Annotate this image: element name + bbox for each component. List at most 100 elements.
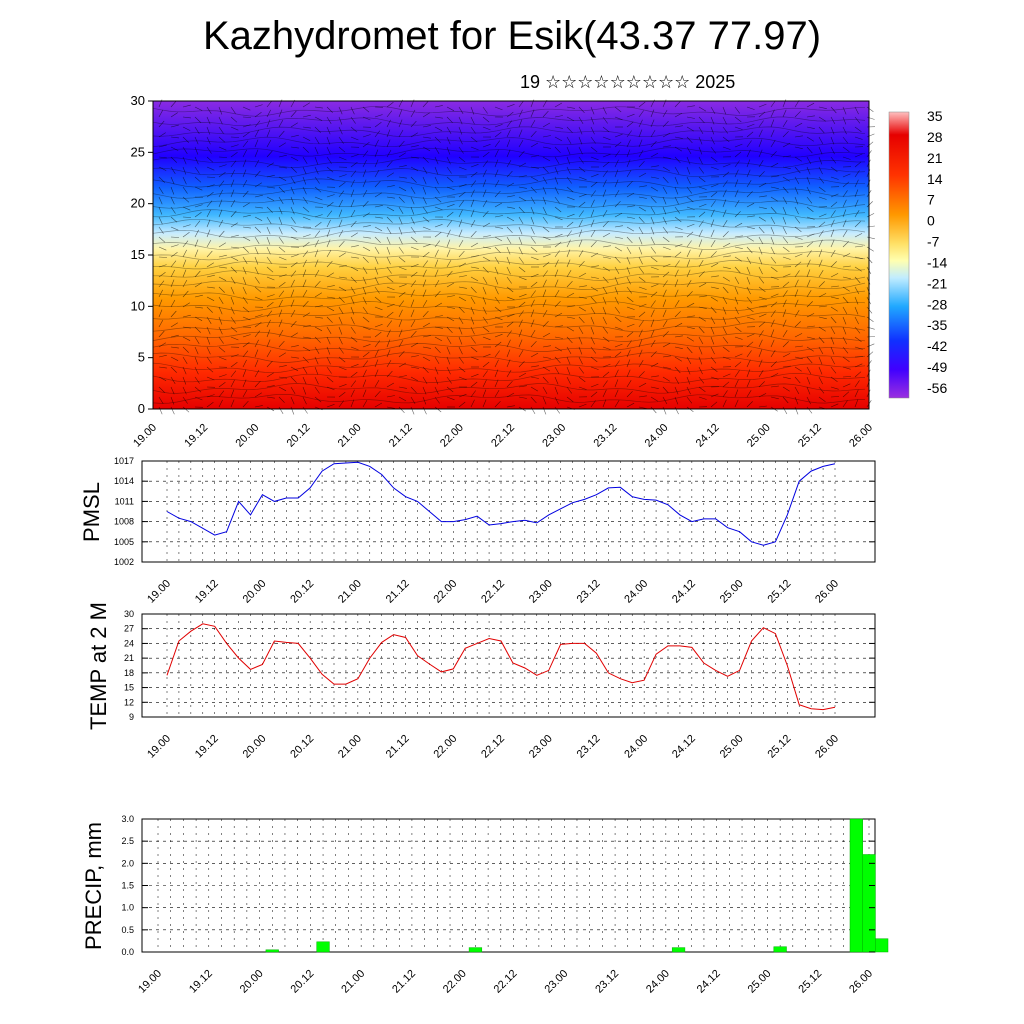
wind-barb xyxy=(866,336,876,338)
wind-barb xyxy=(794,156,802,162)
wind-barb xyxy=(770,226,775,235)
wind-barb xyxy=(854,286,860,295)
wind-barb xyxy=(362,266,368,274)
wind-barb xyxy=(770,301,778,308)
wind-barb xyxy=(482,106,488,114)
wind-barb xyxy=(434,376,439,385)
wind-barb xyxy=(458,126,463,135)
wind-barb xyxy=(518,119,523,128)
wind-barb xyxy=(638,371,645,378)
precip-x-tick-label: 23.00 xyxy=(542,968,570,996)
wind-barb xyxy=(590,306,596,315)
wind-barb xyxy=(338,391,346,398)
wind-barb xyxy=(470,180,477,188)
wind-barb xyxy=(734,361,742,368)
wind-barb xyxy=(314,305,323,308)
wind-barb xyxy=(182,186,188,194)
wind-barb xyxy=(602,106,607,115)
wind-barb xyxy=(362,169,367,178)
wind-barb xyxy=(614,379,619,388)
wind-barb xyxy=(854,399,859,408)
wind-barb xyxy=(590,265,599,268)
wind-barb xyxy=(626,130,632,138)
wind-barb xyxy=(506,405,515,408)
wind-barb xyxy=(254,159,260,168)
wind-barb xyxy=(410,396,416,405)
wind-barb xyxy=(650,186,659,192)
wind-barb xyxy=(542,332,551,338)
wind-barb xyxy=(494,236,503,242)
wind-barb xyxy=(158,396,164,404)
wind-barb xyxy=(362,296,367,305)
wind-barb xyxy=(338,265,347,268)
wind-barb xyxy=(410,342,419,348)
wind-barb xyxy=(662,299,667,308)
wind-barb xyxy=(182,326,191,329)
wind-barb xyxy=(446,156,451,165)
wind-barb xyxy=(566,305,575,308)
wind-barbs xyxy=(158,99,876,415)
wind-barb xyxy=(170,100,177,108)
wind-barb xyxy=(158,406,163,415)
wind-barb xyxy=(830,136,835,145)
wind-barb xyxy=(350,220,357,228)
wind-barb xyxy=(302,336,311,339)
wind-barb xyxy=(554,166,559,175)
wind-barb xyxy=(818,176,825,184)
temp-x-tick-label: 21.12 xyxy=(384,733,412,761)
wind-barb xyxy=(674,322,683,328)
wind-barb xyxy=(686,280,692,288)
wind-barb xyxy=(170,279,175,288)
wind-barb xyxy=(686,240,692,248)
wind-barb xyxy=(758,206,767,209)
wind-barb xyxy=(482,144,491,148)
wind-barb xyxy=(686,136,693,144)
wind-barb xyxy=(242,389,248,398)
wind-barb xyxy=(314,292,322,298)
wind-barb xyxy=(842,356,850,362)
heatmap-y-tick-label: 10 xyxy=(131,298,145,313)
wind-barb xyxy=(758,286,766,293)
wind-barb xyxy=(290,134,299,138)
wind-barb xyxy=(170,310,177,318)
wind-barb xyxy=(374,340,381,348)
wind-barb xyxy=(554,241,562,248)
wind-barb xyxy=(410,271,418,278)
wind-barb xyxy=(230,160,237,168)
wind-barb xyxy=(230,379,235,388)
wind-barb xyxy=(410,280,417,288)
wind-barb xyxy=(182,156,187,165)
wind-barb xyxy=(578,219,583,228)
wind-barb xyxy=(494,341,502,348)
wind-barb xyxy=(806,166,811,175)
wind-barb xyxy=(206,229,211,238)
wind-barb xyxy=(254,369,260,378)
isotherm-line xyxy=(152,116,866,127)
wind-barb xyxy=(326,326,332,334)
wind-barb xyxy=(458,286,467,289)
wind-barb xyxy=(218,189,223,198)
wind-barb xyxy=(854,326,861,334)
wind-barb xyxy=(734,189,739,198)
wind-barb xyxy=(362,200,369,208)
wind-barb xyxy=(830,201,838,208)
wind-barb xyxy=(494,149,499,158)
wind-barb xyxy=(806,156,812,165)
wind-barb xyxy=(590,252,599,258)
isotherm-line xyxy=(152,290,866,302)
wind-barb xyxy=(314,356,319,365)
wind-barb xyxy=(494,106,503,111)
wind-barb xyxy=(674,396,679,405)
temp-x-tick-label: 22.12 xyxy=(479,733,507,761)
wind-barb xyxy=(254,339,259,348)
wind-barb xyxy=(242,256,248,264)
wind-barb xyxy=(206,356,212,364)
wind-barb xyxy=(182,216,192,218)
wind-barb xyxy=(602,136,611,141)
wind-barb xyxy=(470,106,475,115)
wind-barb xyxy=(398,309,403,318)
precip-bar xyxy=(671,947,686,953)
wind-barb xyxy=(686,223,695,228)
wind-barb xyxy=(386,216,393,223)
